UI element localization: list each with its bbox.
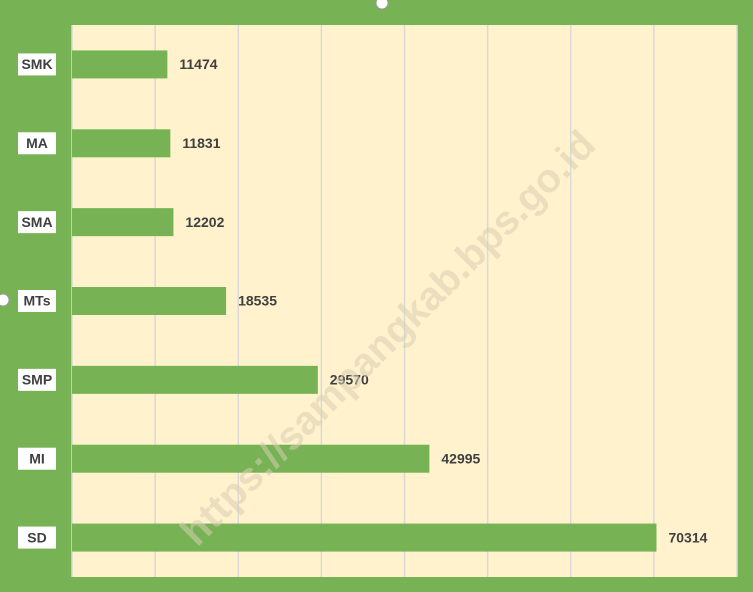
y-tick-label: MA xyxy=(26,135,48,151)
category-label-box xyxy=(18,526,56,549)
category-label-box xyxy=(18,290,56,312)
value-label: 70314 xyxy=(668,529,707,545)
resize-handle xyxy=(0,293,10,307)
category-label-box xyxy=(18,447,56,470)
y-tick-label: SMK xyxy=(21,56,52,72)
bar xyxy=(72,50,168,79)
y-tick-label: SMA xyxy=(21,214,52,230)
value-label: 29570 xyxy=(330,372,369,388)
category-label-box xyxy=(18,132,56,155)
value-label: 18535 xyxy=(238,293,277,309)
bar xyxy=(72,129,171,158)
category-label-box xyxy=(18,211,56,234)
y-tick-label: SD xyxy=(27,529,46,545)
value-label: 42995 xyxy=(441,450,480,466)
value-label: 11474 xyxy=(179,56,217,72)
y-tick-label: MTs xyxy=(24,293,51,309)
bar xyxy=(72,208,174,237)
value-label: 11831 xyxy=(182,135,220,151)
bar xyxy=(72,287,227,315)
bar xyxy=(72,523,657,552)
category-label-box xyxy=(18,53,56,76)
bar xyxy=(72,365,318,394)
category-label-box xyxy=(18,368,56,391)
y-tick-label: SMP xyxy=(22,372,52,388)
y-tick-label: MI xyxy=(29,450,45,466)
value-label: 12202 xyxy=(185,214,224,230)
bar xyxy=(72,444,430,473)
resize-handle xyxy=(375,0,389,10)
